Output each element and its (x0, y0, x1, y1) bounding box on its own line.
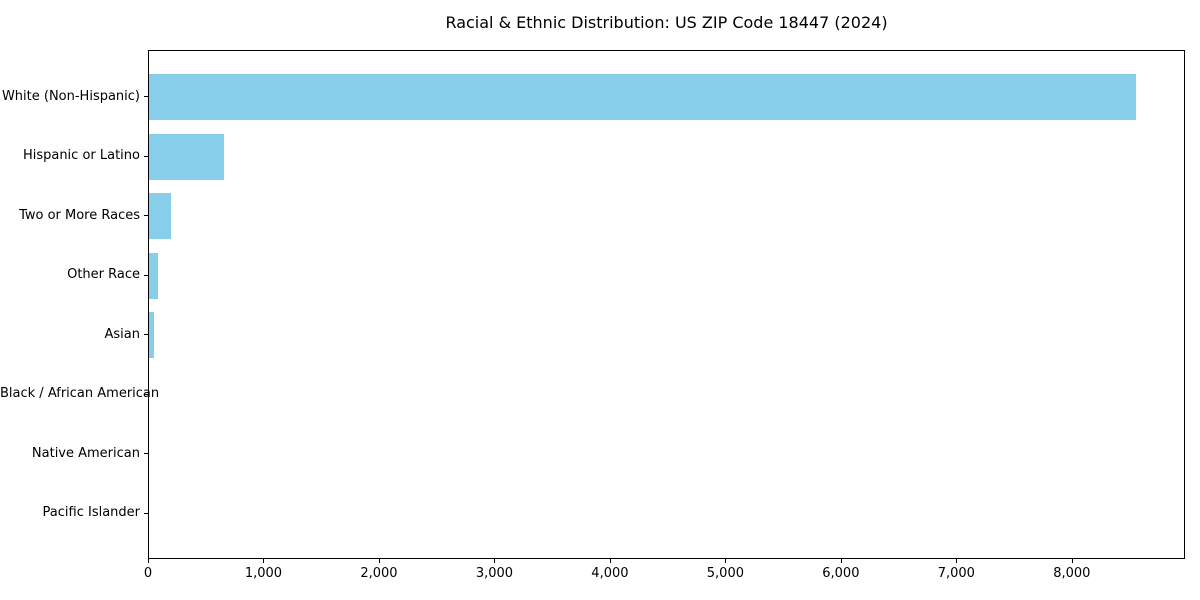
x-tick (840, 559, 842, 563)
y-tick-label: Other Race (67, 267, 140, 283)
plot-area (148, 50, 1185, 559)
y-tick (144, 155, 148, 157)
x-tick-label: 4,000 (591, 566, 629, 581)
y-tick-label: Two or More Races (19, 207, 140, 223)
bar (149, 74, 1137, 120)
x-tick (1071, 559, 1073, 563)
x-tick (494, 559, 496, 563)
x-tick (148, 559, 149, 563)
bar (149, 193, 171, 240)
y-tick-label: Pacific Islander (42, 505, 140, 521)
x-tick-label: 6,000 (822, 566, 860, 581)
x-tick (956, 559, 958, 563)
y-tick (144, 96, 148, 97)
chart-title: Racial & Ethnic Distribution: US ZIP Cod… (445, 13, 888, 32)
x-tick (725, 559, 727, 563)
y-tick-label: Black / African American (0, 386, 160, 402)
x-tick-label: 0 (143, 566, 153, 581)
x-tick-label: 3,000 (475, 566, 514, 581)
x-tick-label: 7,000 (937, 566, 975, 581)
y-tick (144, 453, 148, 455)
y-tick (144, 334, 148, 336)
x-tick (378, 559, 380, 563)
bar (149, 312, 155, 359)
y-tick-label: White (Non-Hispanic) (1, 88, 140, 104)
x-tick (609, 559, 611, 563)
x-tick-label: 2,000 (360, 566, 398, 581)
y-tick-label: Hispanic or Latino (22, 148, 140, 164)
y-tick (144, 393, 148, 395)
y-tick (144, 274, 148, 276)
y-tick (144, 512, 148, 514)
x-tick-label: 1,000 (244, 566, 283, 581)
bar (149, 133, 225, 180)
y-tick-label: Asian (104, 326, 140, 342)
x-tick-label: 5,000 (706, 566, 744, 581)
y-tick-label: Native American (31, 445, 140, 461)
x-tick (263, 559, 265, 563)
x-tick-label: 8,000 (1053, 566, 1091, 581)
bar (149, 252, 159, 299)
y-tick (144, 215, 148, 217)
